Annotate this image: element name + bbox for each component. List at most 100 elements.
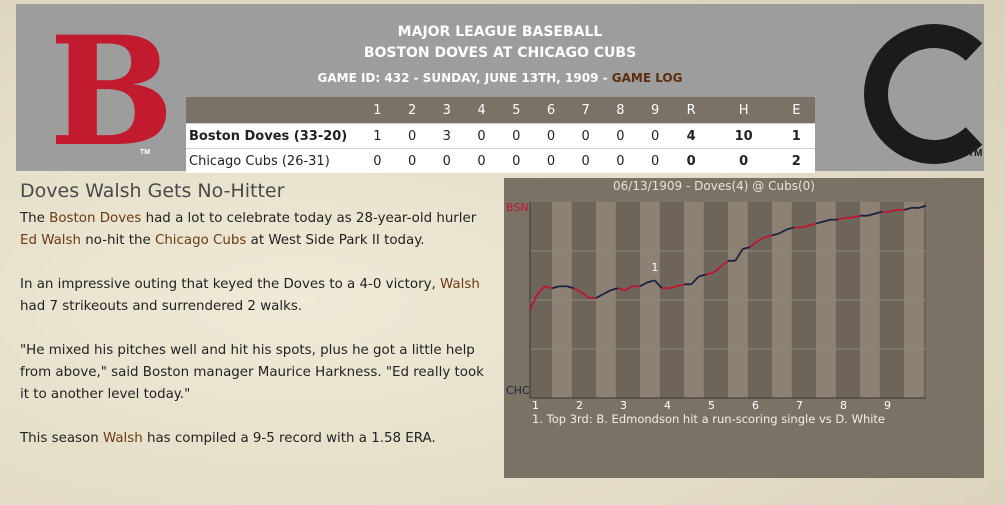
series-segment — [837, 216, 846, 221]
series-segment — [720, 260, 729, 268]
inning-score: 0 — [394, 148, 430, 173]
series-segment — [654, 279, 663, 289]
player-link-walsh[interactable]: Ed Walsh — [20, 233, 81, 248]
series-segment — [705, 271, 714, 276]
top-team-label: BSN — [506, 201, 529, 214]
inning-header: 2 — [394, 97, 430, 124]
runs-total: 0 — [672, 148, 710, 173]
text: In an impressive outing that keyed the D… — [20, 277, 441, 292]
series-segment — [573, 287, 582, 293]
player-link-walsh[interactable]: Walsh — [102, 431, 143, 446]
inning-header: 9 — [637, 97, 673, 124]
team-link-doves[interactable]: Boston Doves — [49, 211, 142, 226]
series-segment — [742, 246, 751, 250]
article-quote: "He mixed his pitches well and hit his s… — [20, 343, 484, 402]
article-paragraph: In an impressive outing that keyed the D… — [20, 274, 490, 318]
text: at West Side Park II today. — [246, 233, 425, 248]
chicago-logo-tm: TM — [968, 148, 982, 159]
inning-score: 0 — [568, 148, 604, 173]
team-name[interactable]: Chicago Cubs (26-31) — [186, 148, 360, 173]
text: had a lot to celebrate today as 28-year-… — [141, 211, 477, 226]
series-segment — [544, 285, 553, 290]
box-score-header-row: 1 2 3 4 5 6 7 8 9 R H E — [186, 97, 815, 124]
box-score-team-header — [186, 97, 360, 124]
inning-score: 0 — [637, 148, 673, 173]
hits-total: 0 — [709, 148, 778, 173]
bottom-team-label: CHC — [506, 384, 530, 397]
inning-score: 0 — [498, 123, 534, 149]
series-segment — [778, 228, 788, 235]
player-link-walsh[interactable]: Walsh — [440, 277, 480, 292]
series-segment — [771, 232, 780, 237]
series-segment — [580, 291, 590, 299]
inning-score: 0 — [360, 148, 395, 173]
series-segment — [610, 287, 619, 292]
text: has compiled a 9-5 record with a 1.58 ER… — [142, 431, 436, 446]
text: The — [20, 211, 50, 226]
series-segment — [801, 224, 809, 229]
errors-header: E — [777, 97, 815, 124]
series-segment — [536, 285, 546, 295]
x-tick-label: 1 — [532, 399, 539, 412]
game-header: B TM MAJOR LEAGUE BASEBALL BOSTON DOVES … — [16, 4, 984, 171]
runs-total: 4 — [672, 123, 710, 149]
text: This season — [20, 431, 103, 446]
series-segment — [639, 281, 648, 288]
series-segment — [712, 265, 722, 274]
box-score-row-away: Boston Doves (33-20) 1 0 3 0 0 0 0 0 0 4… — [186, 123, 815, 149]
x-tick-label: 2 — [576, 399, 583, 412]
series-segment — [903, 207, 912, 211]
series-segment — [874, 210, 883, 215]
matchup-title: BOSTON DOVES AT CHICAGO CUBS — [363, 45, 637, 61]
inning-score: 0 — [394, 123, 430, 149]
article-paragraph: This season Walsh has compiled a 9-5 rec… — [20, 428, 490, 450]
inning-header: 1 — [360, 97, 395, 124]
inning-score: 0 — [464, 123, 499, 149]
annotation-marker: 1 — [651, 261, 658, 274]
box-score: 1 2 3 4 5 6 7 8 9 R H E Boston Doves (33… — [186, 97, 815, 173]
series-segment — [690, 275, 700, 285]
series-segment — [734, 248, 744, 262]
series-segment — [529, 293, 539, 311]
series-segment — [918, 205, 927, 209]
series-segment — [669, 285, 677, 290]
inning-score: 0 — [533, 148, 569, 173]
text: no-hit the — [81, 233, 155, 248]
chicago-logo: TM — [864, 24, 982, 164]
x-tick-label: 6 — [752, 399, 759, 412]
team-link-cubs[interactable]: Chicago Cubs — [154, 233, 247, 248]
inning-header: 5 — [498, 97, 534, 124]
game-log-link[interactable]: GAME LOG — [611, 71, 683, 85]
series-segment — [676, 283, 685, 288]
series-segment — [698, 273, 707, 278]
boston-logo: B TM — [56, 4, 166, 164]
x-tick-label: 4 — [664, 399, 671, 412]
x-tick-label: 8 — [840, 399, 847, 412]
inning-score: 1 — [360, 123, 395, 149]
hits-total: 10 — [709, 123, 778, 149]
article-paragraph: The Boston Doves had a lot to celebrate … — [20, 208, 490, 252]
series-segment — [889, 208, 897, 213]
x-tick-label: 5 — [708, 399, 715, 412]
inning-header: 4 — [464, 97, 499, 124]
win-probability-graph: 06/13/1909 - Doves(4) @ Cubs(0) BSN CHC 1 2 3… — [504, 178, 984, 478]
series-segment — [823, 218, 831, 223]
inning-header: 7 — [568, 97, 604, 124]
game-info: GAME ID: 432 - SUNDAY, JUNE 13TH, 1909 -… — [16, 71, 984, 85]
x-tick-label: 7 — [796, 399, 803, 412]
box-score-row-home: Chicago Cubs (26-31) 0 0 0 0 0 0 0 0 0 0… — [186, 148, 815, 173]
series-segment — [852, 214, 861, 219]
series-segment — [647, 279, 655, 284]
inning-score: 0 — [603, 148, 638, 173]
series-segment — [595, 293, 604, 299]
runs-header: R — [672, 97, 710, 124]
chart-title: 06/13/1909 - Doves(4) @ Cubs(0) — [613, 179, 815, 193]
inning-score: 0 — [568, 123, 604, 149]
inning-header: 8 — [603, 97, 638, 124]
team-name[interactable]: Boston Doves (33-20) — [186, 123, 360, 149]
hits-header: H — [709, 97, 778, 124]
inning-header: 6 — [533, 97, 569, 124]
series-segment — [764, 234, 773, 239]
inning-score: 0 — [464, 148, 499, 173]
article-title: Doves Walsh Gets No-Hitter — [20, 180, 285, 202]
